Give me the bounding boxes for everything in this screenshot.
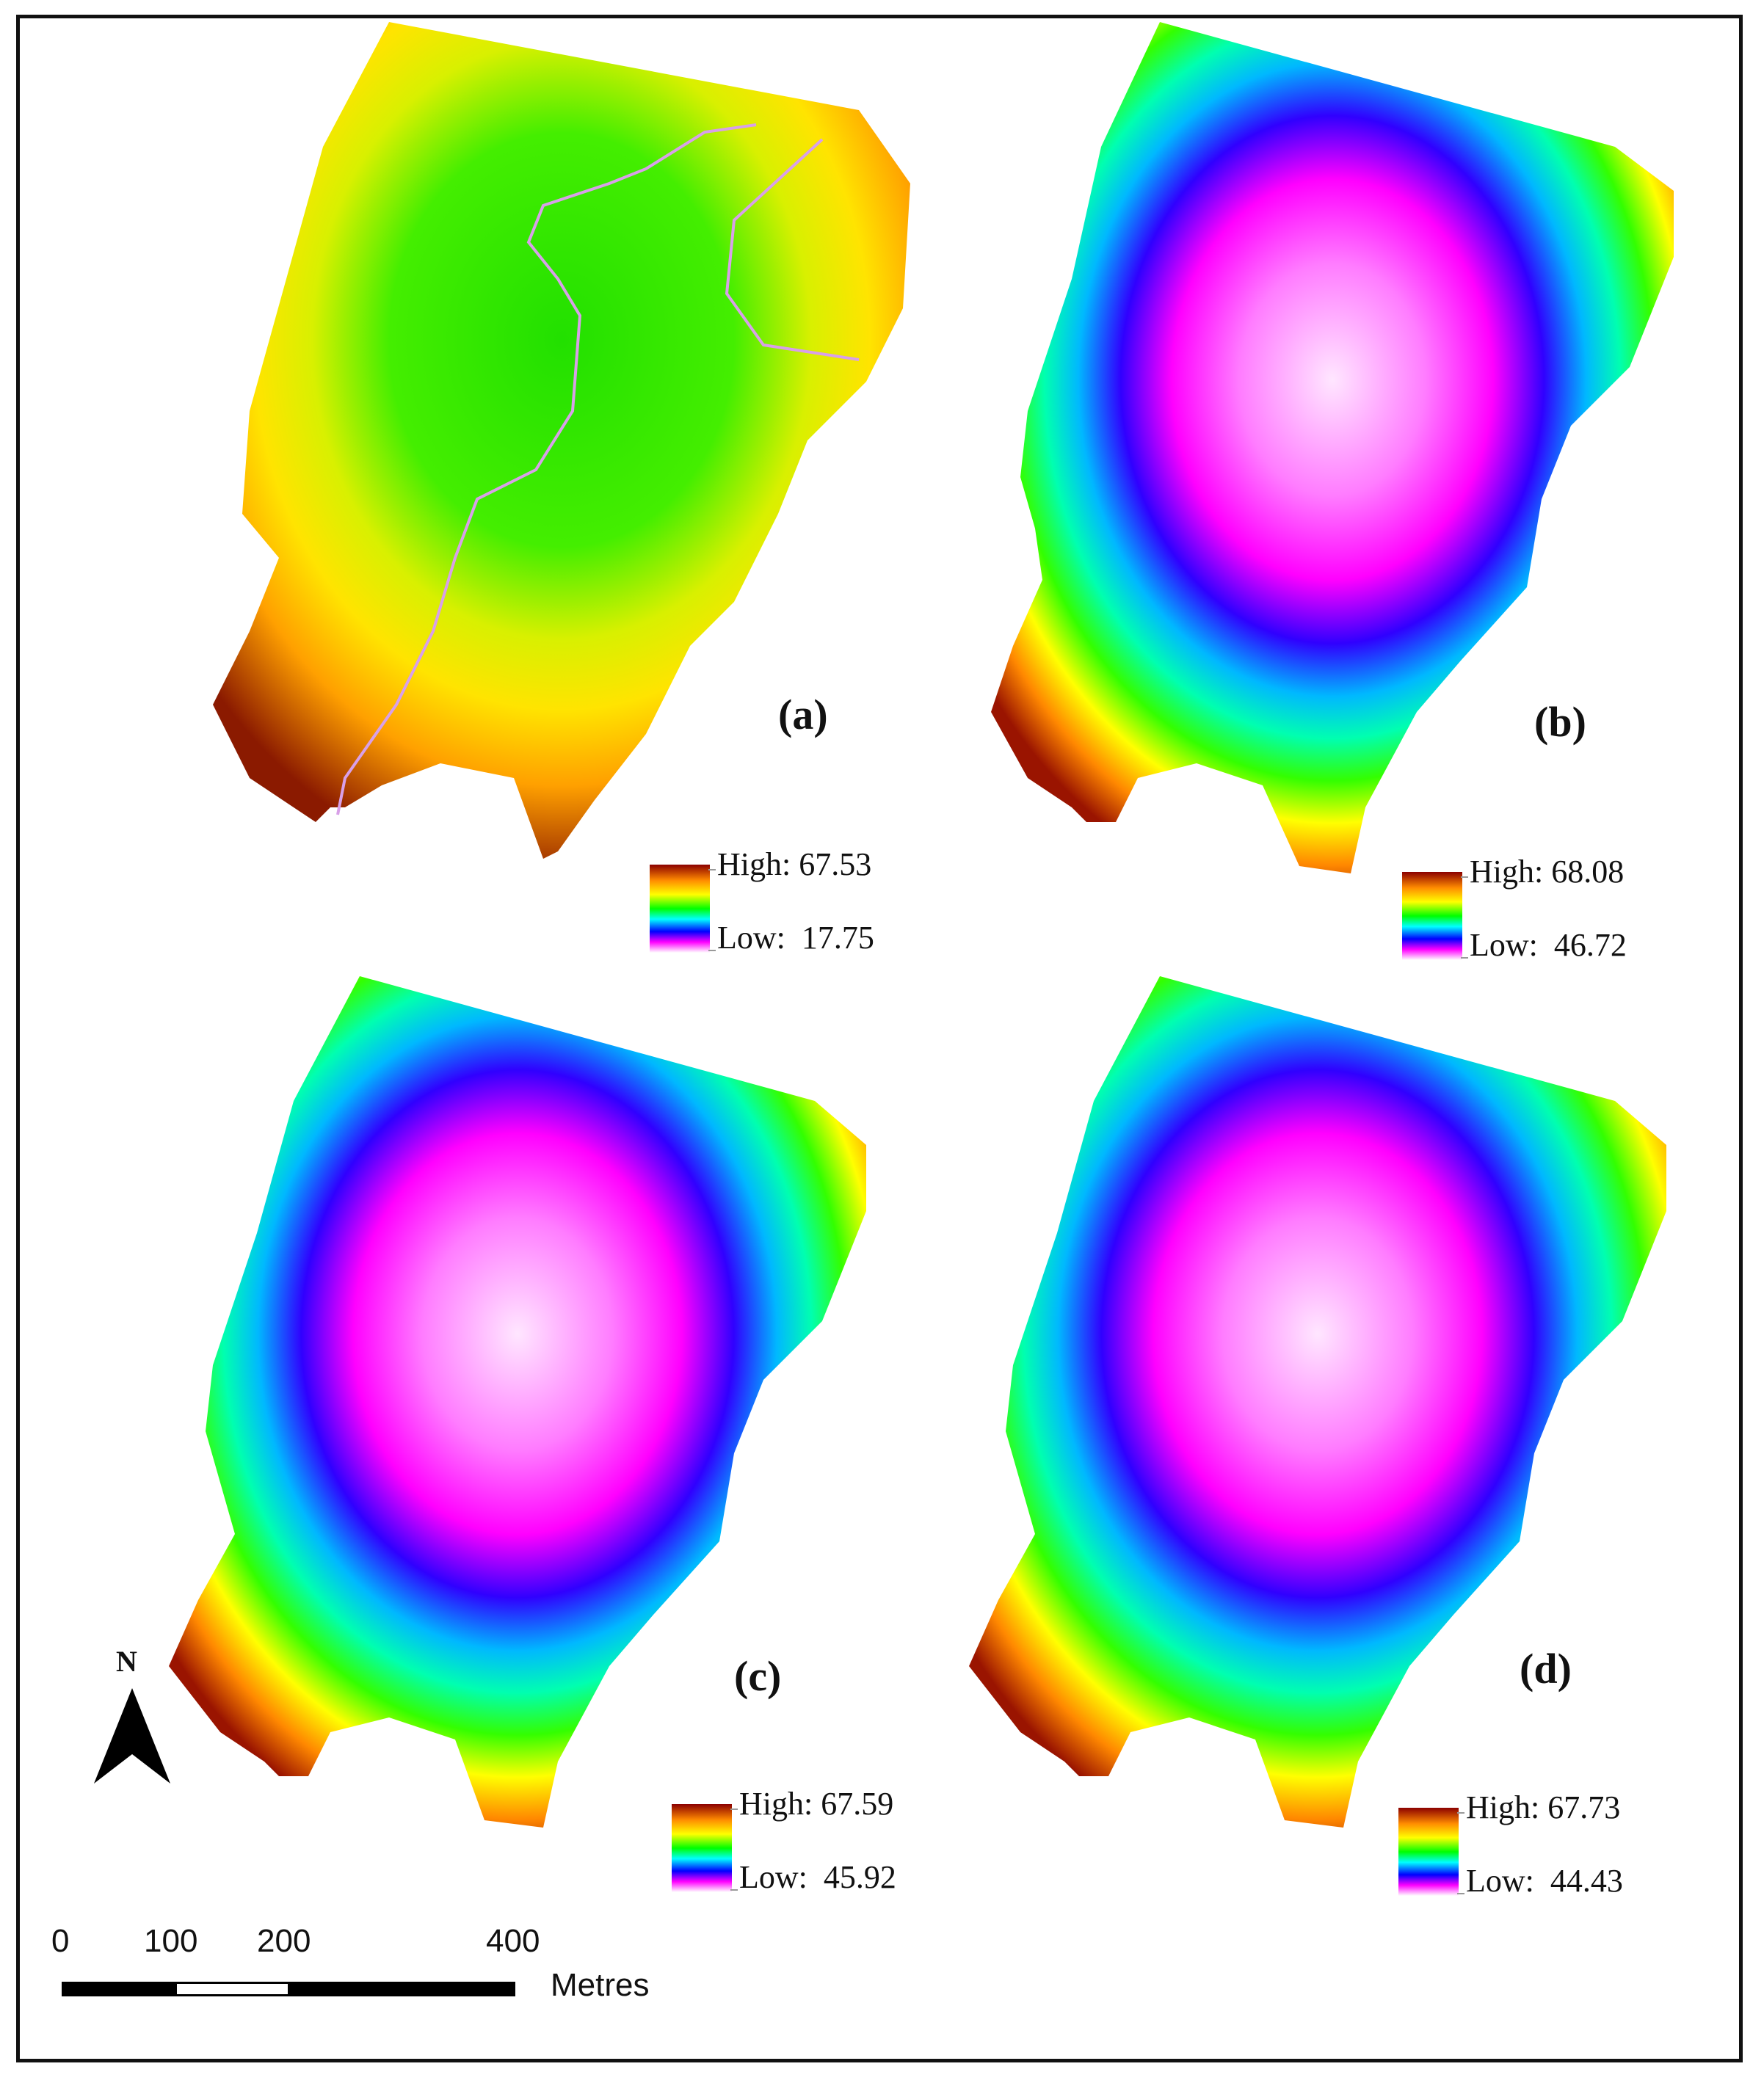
map-panel-d [969,976,1666,1828]
legend-tick-high [708,869,716,870]
legend-color-ramp [672,1804,732,1892]
scale-bar: 0 100 200 400 Metres [51,1923,712,2033]
legend-b: High: 68.08 Low: 46.72 [1402,854,1710,969]
panel-label-b: (b) [1534,698,1586,746]
north-arrow-icon [94,1688,170,1784]
dem-surface-b [991,22,1674,873]
panel-label-a: (a) [778,691,828,738]
legend-color-ramp [650,865,710,953]
boundary-line-a [725,138,860,361]
north-label: N [116,1645,137,1678]
panel-label-c: (c) [734,1652,782,1700]
dem-surface-a [213,22,910,859]
legend-low-value: Low: 45.92 [739,1859,896,1895]
legend-tick-low [1457,1893,1464,1894]
map-panel-c [169,976,866,1828]
scale-segment-2 [175,1982,290,1996]
legend-c: High: 67.59 Low: 45.92 [672,1786,980,1901]
legend-tick-low [708,950,716,951]
panel-label-d: (d) [1520,1645,1572,1693]
legend-high-value: High: 67.53 [717,846,872,882]
north-arrow: N [88,1644,176,1791]
scale-tick-400: 400 [486,1923,540,1959]
map-panel-b [991,22,1674,873]
scale-tick-0: 0 [51,1923,70,1959]
legend-tick-high [730,1808,738,1810]
legend-d: High: 67.73 Low: 44.43 [1398,1789,1707,1905]
scale-segment-1 [62,1982,177,1996]
stream-line-a [336,123,757,815]
legend-tick-high [1457,1812,1464,1814]
legend-high-value: High: 68.08 [1470,854,1625,890]
scale-tick-100: 100 [144,1923,198,1959]
legend-high-value: High: 67.73 [1466,1789,1621,1825]
legend-color-ramp [1402,872,1462,960]
legend-high-value: High: 67.59 [739,1786,894,1822]
dem-surface-d [969,976,1666,1828]
scale-units: Metres [551,1967,650,2003]
dem-surface-c [169,976,866,1828]
legend-tick-low [730,1889,738,1891]
legend-low-value: Low: 17.75 [717,920,874,956]
scale-segment-3 [288,1982,515,1996]
legend-low-value: Low: 46.72 [1470,927,1627,963]
legend-a: High: 67.53 Low: 17.75 [650,846,958,961]
scale-tick-200: 200 [257,1923,311,1959]
legend-color-ramp [1398,1808,1459,1896]
legend-tick-high [1461,876,1468,878]
legend-low-value: Low: 44.43 [1466,1863,1623,1899]
legend-tick-low [1461,957,1468,959]
map-panel-a [213,22,910,859]
